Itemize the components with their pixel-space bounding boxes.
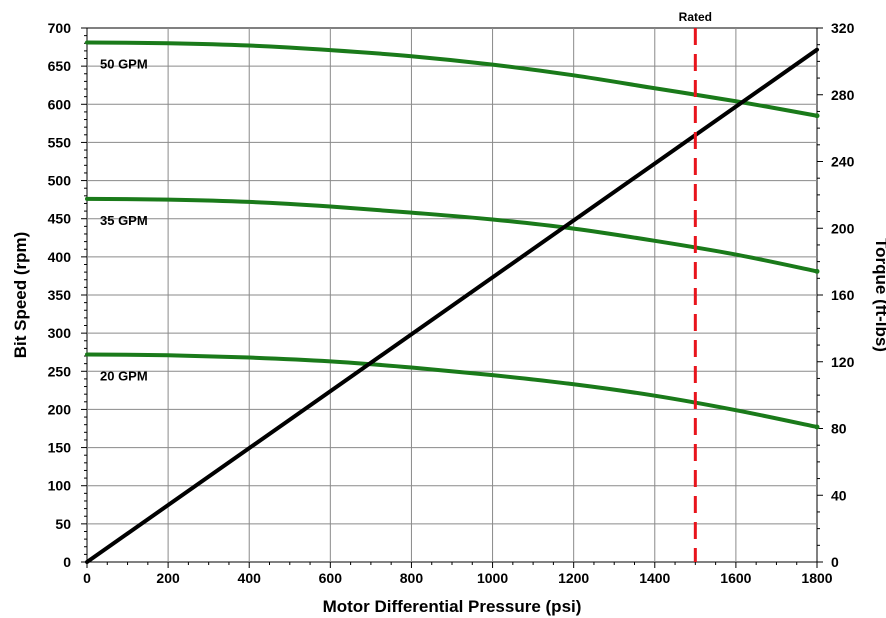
y-tick-label: 600 — [48, 96, 72, 112]
labels-layer: 50 GPM 35 GPM 20 GPM Rated — [100, 10, 712, 384]
y2-tick-label: 0 — [831, 554, 839, 570]
rated-label: Rated — [679, 10, 712, 24]
y-tick-label: 150 — [48, 440, 72, 456]
y2-tick-label: 280 — [831, 87, 855, 103]
y2-axis-title: Torque (ft-lbs) — [872, 238, 886, 352]
y-tick-label: 200 — [48, 401, 72, 417]
x-tick-label: 200 — [156, 570, 180, 586]
y-tick-label: 700 — [48, 20, 72, 36]
grid — [87, 28, 817, 562]
series-end-marker — [814, 424, 820, 430]
x-tick-label: 1600 — [720, 570, 751, 586]
y2-tick-label: 120 — [831, 354, 855, 370]
y-axis-title: Bit Speed (rpm) — [11, 232, 30, 359]
x-tick-label: 1200 — [558, 570, 589, 586]
y2-tick-label: 320 — [831, 20, 855, 36]
x-tick-label: 1400 — [639, 570, 670, 586]
curve-label: 20 GPM — [100, 369, 148, 384]
y-tick-label: 650 — [48, 58, 72, 74]
y2-tick-label: 80 — [831, 421, 847, 437]
y-tick-label: 50 — [55, 516, 71, 532]
y-tick-label: 400 — [48, 249, 72, 265]
y-tick-label: 550 — [48, 134, 72, 150]
y-tick-label: 0 — [63, 554, 71, 570]
x-tick-label: 1000 — [477, 570, 508, 586]
series-end-marker — [814, 113, 820, 119]
x-tick-label: 400 — [238, 570, 262, 586]
x-tick-label: 600 — [319, 570, 343, 586]
x-tick-label: 1800 — [801, 570, 832, 586]
y2-tick-label: 200 — [831, 220, 855, 236]
y-tick-label: 350 — [48, 287, 72, 303]
series-end-marker — [814, 268, 820, 274]
y-tick-label: 250 — [48, 363, 72, 379]
x-axis-title: Motor Differential Pressure (psi) — [323, 597, 582, 616]
y-tick-label: 500 — [48, 173, 72, 189]
y-tick-label: 100 — [48, 478, 72, 494]
y2-tick-label: 40 — [831, 487, 847, 503]
curve-label: 35 GPM — [100, 213, 148, 228]
y2-tick-label: 240 — [831, 154, 855, 170]
curve-label: 50 GPM — [100, 56, 148, 71]
y2-tick-label: 160 — [831, 287, 855, 303]
axes: 0 200 400 600 800 1000 1200 1400 1600 18000501001… — [48, 20, 855, 586]
x-tick-label: 800 — [400, 570, 424, 586]
y-tick-label: 300 — [48, 325, 72, 341]
series-layer — [85, 28, 820, 564]
x-tick-label: 0 — [83, 570, 91, 586]
y-tick-label: 450 — [48, 211, 72, 227]
